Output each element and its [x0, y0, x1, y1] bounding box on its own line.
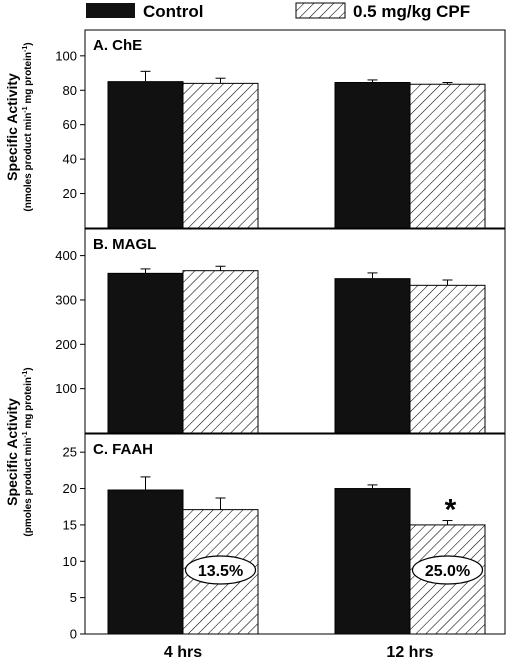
- bar-control-2: [334, 82, 411, 229]
- panel-1: 20 40 60 80 100 A. ChE: [55, 29, 506, 229]
- y-tick-label: 0: [70, 627, 77, 642]
- y-tick-label: 40: [63, 152, 77, 167]
- bar-control-1: [107, 81, 184, 229]
- panel-frame: [84, 433, 506, 635]
- y-axis-label-bottom-main: Specific Activity: [4, 398, 20, 506]
- y-tick-label: 80: [63, 83, 77, 98]
- y-tick-label: 20: [63, 186, 77, 201]
- y-tick-label: 20: [63, 481, 77, 496]
- bar-control-1: [107, 489, 184, 635]
- y-tick-label: 300: [55, 292, 77, 307]
- bar-cpf-1: [182, 82, 259, 229]
- percent-annotation: 25.0%: [411, 555, 484, 585]
- bar-control-2: [334, 278, 411, 434]
- error-bar: [215, 265, 226, 271]
- panel-3: 0 5 10 15 20 25 C. FAAH 13.5% 25.0% *: [63, 433, 506, 642]
- legend-swatch-control: [86, 3, 135, 18]
- legend-label-control: Control: [143, 2, 203, 21]
- x-category-label: 4 hrs: [164, 644, 202, 661]
- bar-cpf-1: [182, 270, 259, 434]
- bar-control-1: [107, 272, 184, 434]
- y-axis-label-top: Specific Activity (nmoles product min-1 …: [4, 42, 34, 211]
- error-bar: [140, 476, 151, 490]
- legend: Control 0.5 mg/kg CPF: [86, 2, 470, 21]
- y-tick-label: 10: [63, 554, 77, 569]
- error-bar: [367, 272, 378, 279]
- y-tick-label: 5: [70, 590, 77, 605]
- y-axis-label-bottom: Specific Activity (pmoles product min-1 …: [4, 367, 34, 536]
- error-bar: [442, 520, 453, 525]
- panel-title: A. ChE: [93, 37, 142, 54]
- y-tick-label: 60: [63, 117, 77, 132]
- y-tick-label: 15: [63, 517, 77, 532]
- percent-annotation: 13.5%: [184, 555, 257, 585]
- panel-frame: [84, 29, 506, 229]
- significance-marker: *: [445, 494, 457, 527]
- error-bar: [215, 77, 226, 84]
- panels: 20 40 60 80 100 A. ChE 100 200 300 400 B. MAGL 0 5 10…: [55, 29, 506, 642]
- y-axis-label-bottom-sub: (pmoles product min-1 mg protein-1): [22, 367, 34, 536]
- y-axis-label-top-main: Specific Activity: [4, 73, 20, 181]
- legend-label-cpf: 0.5 mg/kg CPF: [353, 2, 470, 21]
- error-bar: [442, 279, 453, 286]
- x-axis-categories: 4 hrs 12 hrs: [164, 644, 434, 661]
- panel-2: 100 200 300 400 B. MAGL: [55, 228, 506, 434]
- error-bar: [367, 79, 378, 83]
- y-tick-label: 400: [55, 248, 77, 263]
- x-category-label: 12 hrs: [386, 644, 433, 661]
- bar-control-2: [334, 488, 411, 635]
- y-tick-label: 25: [63, 445, 77, 460]
- error-bar: [442, 82, 453, 85]
- error-bar: [140, 70, 151, 82]
- panel-frame: [84, 228, 506, 434]
- y-axis-label-top-sub: (nmoles product min-1 mg protein-1): [22, 42, 34, 211]
- error-bar: [367, 484, 378, 489]
- y-tick-label: 200: [55, 337, 77, 352]
- panel-title: B. MAGL: [93, 236, 156, 253]
- legend-swatch-cpf: [295, 2, 346, 19]
- bar-cpf-2: [409, 83, 486, 229]
- bar-cpf-2: [409, 284, 486, 434]
- y-tick-label: 100: [55, 381, 77, 396]
- percent-label: 25.0%: [425, 563, 470, 580]
- percent-label: 13.5%: [198, 563, 243, 580]
- error-bar: [215, 497, 226, 510]
- y-tick-label: 100: [55, 48, 77, 63]
- panel-title: C. FAAH: [93, 441, 153, 458]
- error-bar: [140, 268, 151, 274]
